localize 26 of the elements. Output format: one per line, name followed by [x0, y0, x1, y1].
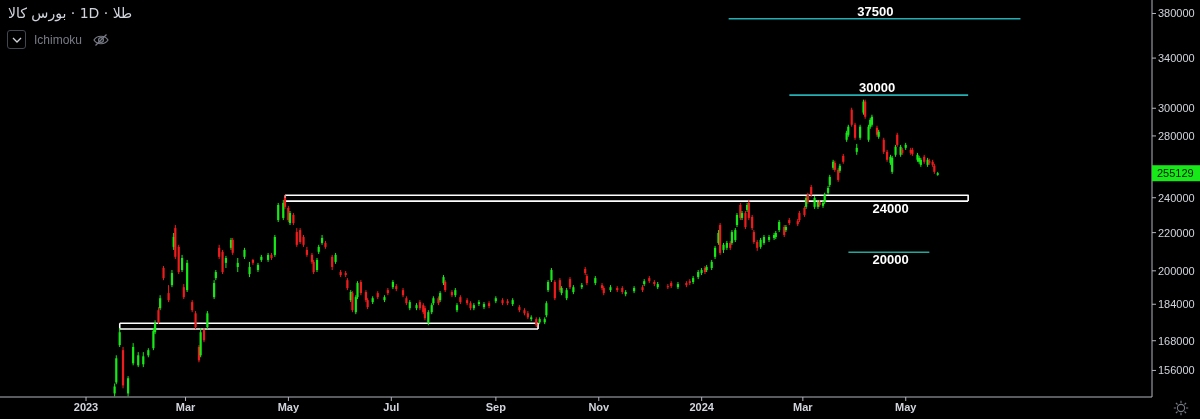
- x-tick-label: Mar: [793, 400, 814, 413]
- x-tick-label: Sep: [485, 400, 507, 413]
- x-tick-label: May: [895, 400, 918, 413]
- annotation: 37500: [857, 3, 894, 19]
- y-tick-label: 156000: [1158, 364, 1195, 377]
- y-tick-label: 220000: [1158, 226, 1195, 239]
- x-tick-label: 2024: [689, 400, 715, 413]
- y-tick-label: 300000: [1158, 102, 1195, 115]
- annotation: 20000: [872, 251, 909, 267]
- text: Ichimoku: [34, 32, 83, 47]
- y-tick-label: 380000: [1158, 7, 1195, 20]
- y-tick-label: 184000: [1158, 298, 1195, 311]
- x-tick-label: Mar: [175, 400, 197, 413]
- y-tick-label: 340000: [1158, 51, 1195, 64]
- x-tick-label: Nov: [588, 400, 611, 413]
- annotation: 24000: [872, 200, 909, 216]
- y-tick-label: 200000: [1158, 264, 1195, 277]
- text: 255129: [1157, 167, 1194, 180]
- x-tick-label: 2023: [73, 400, 99, 413]
- y-tick-label: 240000: [1158, 191, 1195, 204]
- x-tick-label: May: [277, 400, 300, 413]
- chart-title: طلا · 1D · بورس کالا: [8, 4, 133, 22]
- x-tick-label: Jul: [383, 400, 400, 413]
- y-tick-label: 280000: [1158, 129, 1195, 142]
- annotation: 30000: [858, 80, 896, 96]
- y-tick-label: 168000: [1158, 334, 1195, 347]
